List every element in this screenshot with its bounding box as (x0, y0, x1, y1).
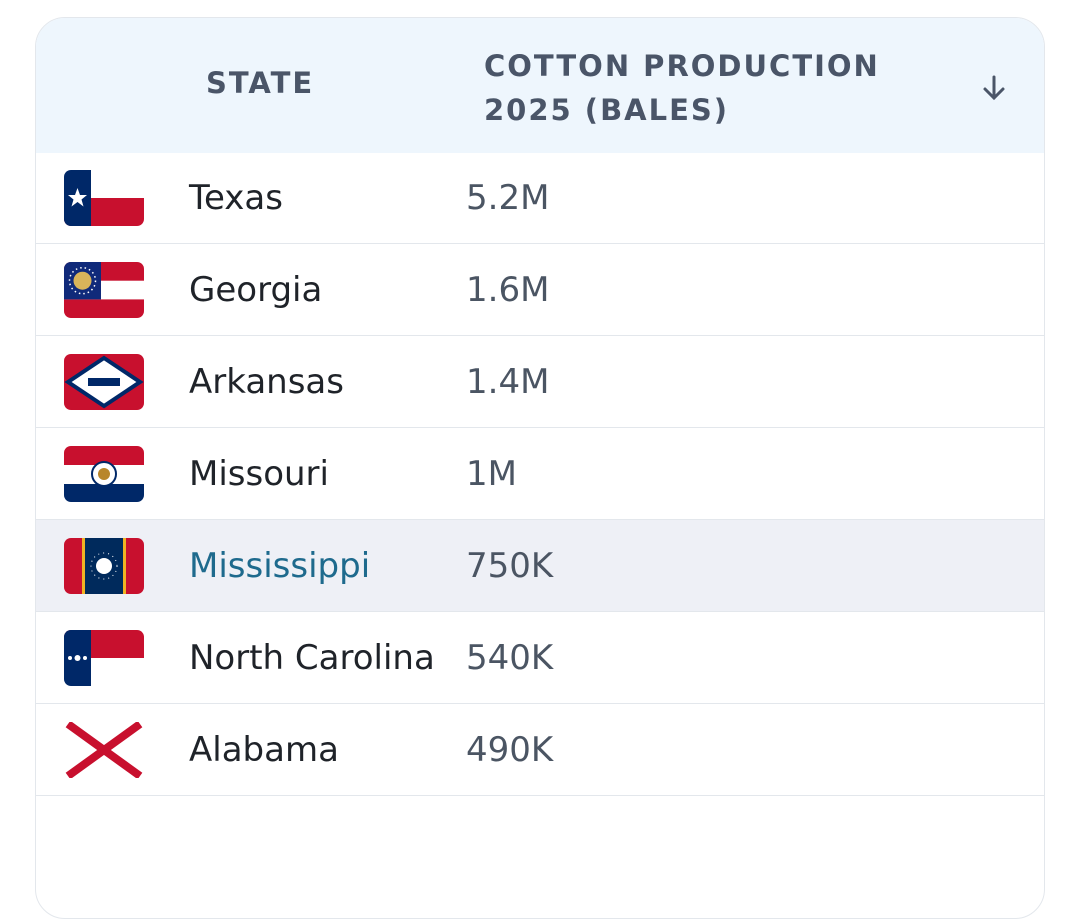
table-row[interactable]: Arkansas 1.4M (36, 335, 1044, 427)
flag (64, 537, 144, 594)
flag (64, 721, 144, 778)
production-value: 540K (466, 637, 554, 678)
flag (64, 445, 144, 502)
production-value: 1M (466, 453, 517, 494)
state-name: Missouri (189, 453, 329, 494)
production-value: 1.4M (466, 361, 550, 402)
column-header[interactable]: STATE (206, 66, 315, 100)
table-row[interactable] (36, 795, 1044, 887)
state-name: Texas (189, 178, 283, 218)
table-row[interactable]: Alabama 490K (36, 703, 1044, 795)
state-name: Georgia (189, 269, 323, 310)
column-header[interactable]: COTTON PRODUCTION 2025 (BALES) (484, 49, 880, 127)
table-card: STATE COTTON PRODUCTION 2025 (BALES) Tex… (35, 17, 1045, 919)
flag (64, 261, 144, 318)
production-value: 1.6M (466, 269, 550, 310)
flag (64, 353, 144, 410)
production-value: 750K (466, 545, 554, 586)
table-row[interactable]: Texas 5.2M (36, 153, 1044, 243)
state-name: North Carolina (189, 637, 435, 678)
state-name: Alabama (189, 729, 339, 770)
state-name[interactable]: Mississippi (189, 545, 371, 586)
flag (64, 629, 144, 686)
table-header: STATE COTTON PRODUCTION 2025 (BALES) (36, 18, 1044, 153)
page: STATE COTTON PRODUCTION 2025 (BALES) Tex… (35, 17, 1045, 919)
table-row[interactable]: North Carolina 540K (36, 611, 1044, 703)
flag (64, 170, 144, 226)
production-value: 490K (466, 729, 554, 770)
production-value: 5.2M (466, 178, 550, 218)
state-name: Arkansas (189, 361, 344, 402)
table-row[interactable]: Mississippi 750K (36, 519, 1044, 611)
table-row[interactable]: Georgia 1.6M (36, 243, 1044, 335)
sort-icon[interactable] (981, 74, 1007, 102)
table-row[interactable]: Missouri 1M (36, 427, 1044, 519)
